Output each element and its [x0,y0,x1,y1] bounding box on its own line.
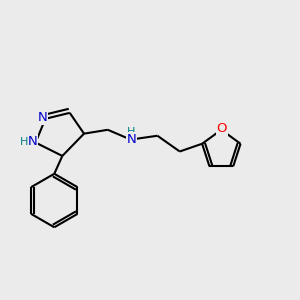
Text: N: N [38,111,47,124]
Text: N: N [126,133,136,146]
Text: N: N [28,135,38,148]
Text: H: H [20,137,28,147]
Text: O: O [217,122,227,135]
Text: H: H [127,127,136,137]
